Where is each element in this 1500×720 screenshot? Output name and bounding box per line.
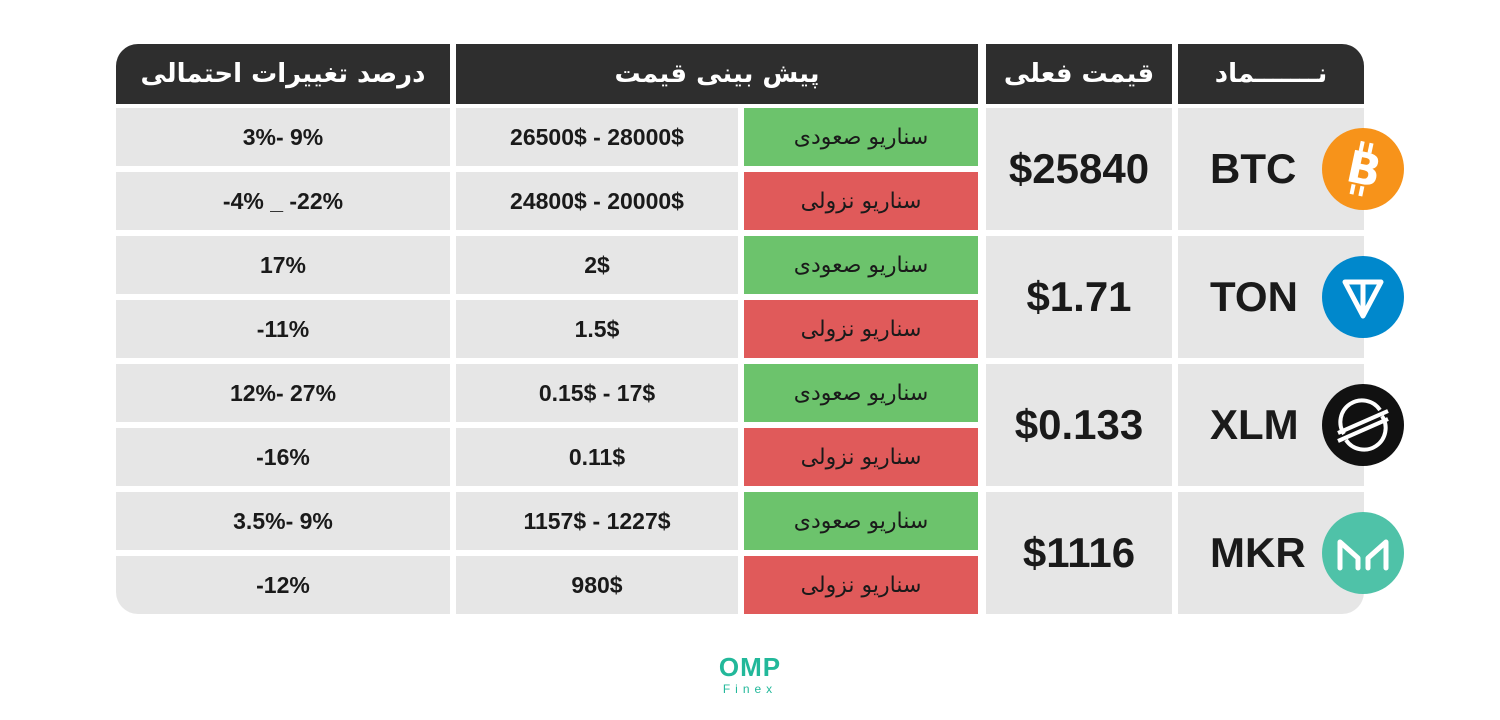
symbol-label: MKR [1210,529,1306,576]
change-value: -11% [256,315,310,342]
scenario-down-label: سناریو نزولی [800,572,922,598]
forecast-value: 0.15$ - 17$ [538,379,656,406]
scenario-up-label: سناریو صعودی [793,508,929,534]
symbol-label: TON [1210,273,1298,320]
forecast-value: 24800$ - 20000$ [510,187,684,214]
header-change: درصد تغییرات احتمالی [116,44,450,104]
price-value: $1.71 [1026,273,1132,320]
header-forecast-label: پیش بینی قیمت [614,59,820,89]
forecast-cell-down: 980$ [456,556,738,614]
scenario-up-badge: سناریو صعودی [744,108,978,166]
change-value: 17% [259,251,307,278]
scenario-down-label: سناریو نزولی [800,444,922,470]
change-cell-up: 12%- 27% [116,364,450,422]
crypto-forecast-table: درصد تغییرات احتمالی پیش بینی قیمت قیمت … [116,44,1404,614]
price-value: $1116 [1022,529,1136,576]
forecast-cell-up: 1157$ - 1227$ [456,492,738,550]
forecast-value: 1157$ - 1227$ [523,507,671,534]
header-symbol-label: نـــــــماد [1214,59,1328,89]
logo-main-text: OMP [718,652,782,682]
stellar-icon [1322,384,1404,466]
scenario-up-label: سناریو صعودی [793,252,929,278]
symbol-cell: MKR [1178,492,1404,614]
scenario-down-badge: سناریو نزولی [744,300,978,358]
price-cell: $25840 [986,108,1172,230]
scenario-up-badge: سناریو صعودی [744,492,978,550]
forecast-cell-up: 2$ [456,236,738,294]
forecast-cell-down: 0.11$ [456,428,738,486]
change-cell-up: 3.5%- 9% [116,492,450,550]
maker-icon [1322,512,1404,594]
change-value: 3%- 9% [242,123,324,150]
forecast-cell-up: 0.15$ - 17$ [456,364,738,422]
price-cell: $0.133 [986,364,1172,486]
scenario-down-label: سناریو نزولی [800,316,922,342]
change-cell-down: -11% [116,300,450,358]
scenario-up-badge: سناریو صعودی [744,236,978,294]
header-price: قیمت فعلی [986,44,1172,104]
header-symbol: نـــــــماد [1178,44,1364,104]
scenario-up-badge: سناریو صعودی [744,364,978,422]
change-cell-up: 17% [116,236,450,294]
scenario-down-badge: سناریو نزولی [744,428,978,486]
change-value: -16% [256,443,310,470]
forecast-value: 2$ [584,251,610,278]
header-change-label: درصد تغییرات احتمالی [140,59,426,89]
forecast-cell-down: 24800$ - 20000$ [456,172,738,230]
change-cell-down: -16% [116,428,450,486]
symbol-label: BTC [1210,145,1297,192]
scenario-down-badge: سناریو نزولی [744,172,978,230]
symbol-cell: XLM [1178,364,1404,486]
bitcoin-icon: B [1322,128,1404,210]
symbol-label: XLM [1210,401,1299,448]
change-cell-up: 3%- 9% [116,108,450,166]
price-value: $0.133 [1014,401,1144,448]
price-cell: $1116 [986,492,1172,614]
price-value: $25840 [1008,145,1150,192]
toncoin-icon [1322,256,1404,338]
scenario-up-label: سناریو صعودی [793,380,929,406]
scenario-down-label: سناریو نزولی [800,188,922,214]
forecast-value: 26500$ - 28000$ [510,123,684,150]
change-cell-down: -4% _ -22% [116,172,450,230]
header-forecast: پیش بینی قیمت [456,44,978,104]
forecast-cell-up: 26500$ - 28000$ [456,108,738,166]
price-cell: $1.71 [986,236,1172,358]
symbol-cell: TON [1178,236,1404,358]
header-price-label: قیمت فعلی [1003,59,1155,89]
symbol-cell: BTC B [1178,108,1404,230]
forecast-value: 1.5$ [574,315,620,342]
change-value: 3.5%- 9% [233,507,333,534]
forecast-value: 0.11$ [568,443,626,470]
forecast-value: 980$ [571,571,623,598]
change-value: 12%- 27% [229,379,337,406]
forecast-cell-down: 1.5$ [456,300,738,358]
scenario-up-label: سناریو صعودی [793,124,929,150]
change-cell-down: -12% [116,556,450,614]
scenario-down-badge: سناریو نزولی [744,556,978,614]
change-value: -12% [256,571,310,598]
omp-finex-logo: OMP Finex [700,652,800,702]
logo-sub-text: Finex [722,682,778,696]
change-value: -4% _ -22% [222,187,344,214]
